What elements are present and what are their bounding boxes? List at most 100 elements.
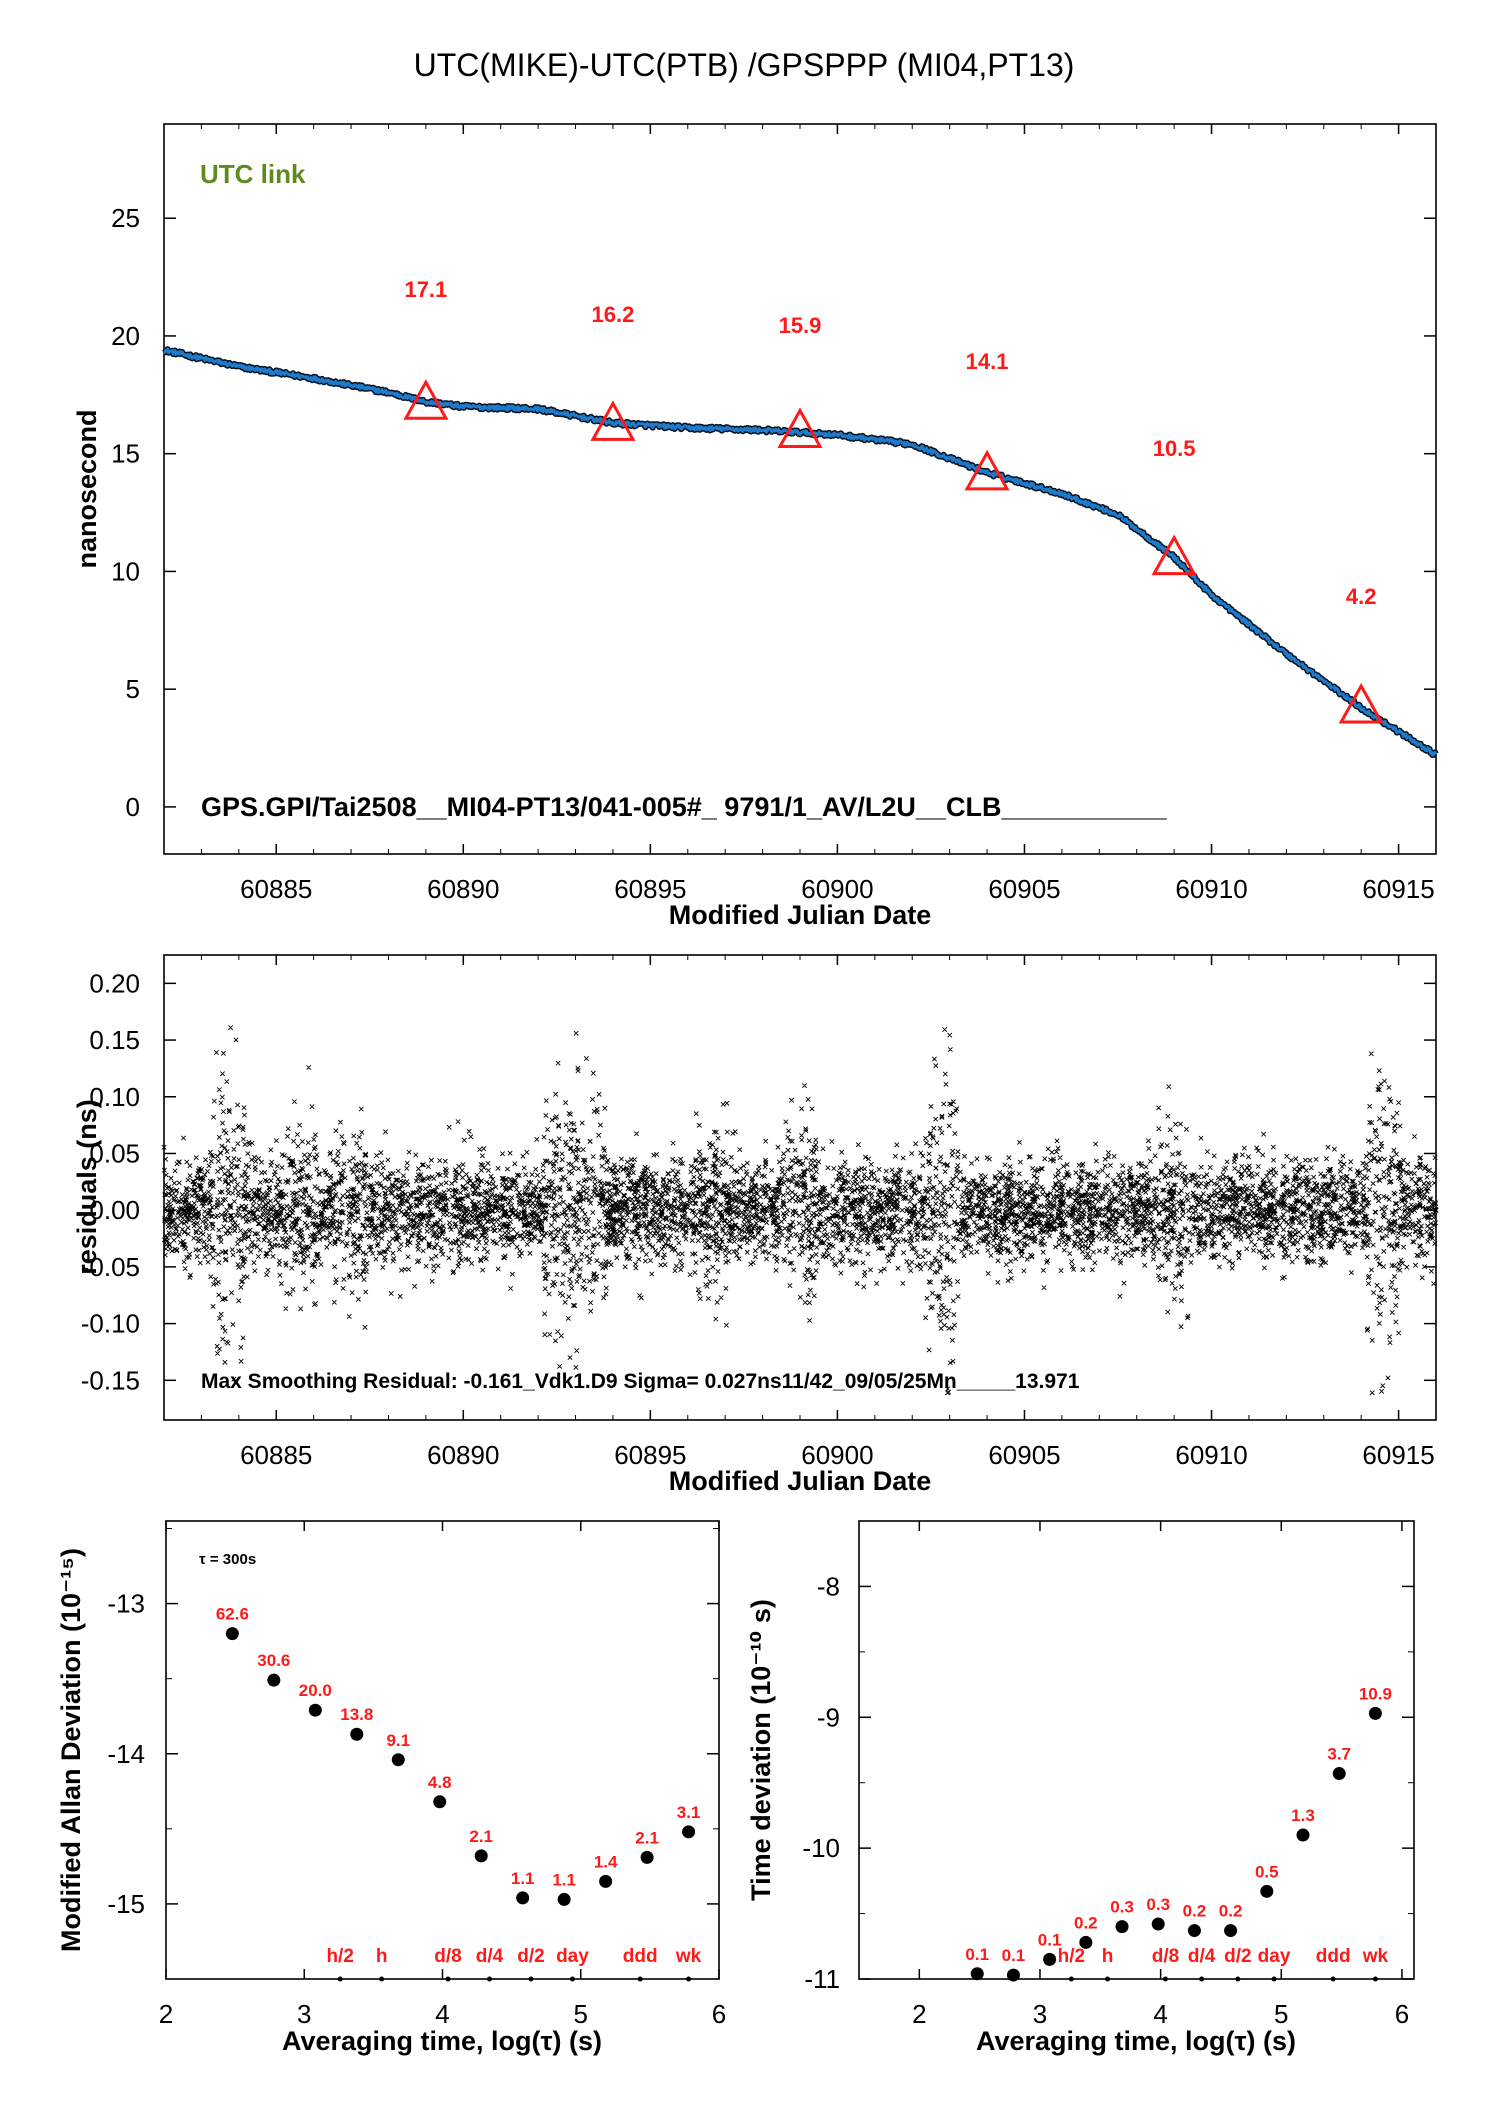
mdev-point [599,1874,613,1888]
mdev-frame [165,1520,720,1980]
mdev-point [267,1673,281,1687]
mdev-panel: 2 3 4 5 6 -13 -14 -15 62.6 30.6 20.0 13.8 9.1 4.8 2.1 1… [107,1521,726,2029]
tdev-point-label: 10.9 [1359,1684,1392,1703]
y-tick-label: 25 [111,203,140,233]
x-tick-label: 60885 [240,874,312,904]
tdev-point [1079,1935,1093,1949]
x-tick-label: 60895 [614,1440,686,1470]
tdev-x-axis-label: Averaging time, log(τ) (s) [976,2026,1296,2056]
time-series-panel: 60885 60890 60895 60900 60905 60910 60915 0 5 10 1… [111,124,1439,904]
x-tick-label: 5 [574,1999,588,2029]
y-tick-label: 0.15 [89,1025,140,1055]
time-mark-dot [379,1976,385,1982]
mdev-point-label: 1.1 [552,1870,576,1889]
tdev-point-label: 0.2 [1074,1913,1098,1932]
time-mark-label: d/8 [434,1946,461,1967]
mdev-point [682,1825,696,1839]
x-tick-label: 4 [1153,1999,1167,2029]
y-tick-label: 0.00 [89,1195,140,1225]
x-tick-label: 60895 [614,874,686,904]
tdev-point [1368,1706,1382,1720]
y-tick-label: -0.15 [81,1365,140,1395]
x-tick-label: 60905 [988,874,1060,904]
marker-value-label: 17.1 [404,277,447,302]
time-mark-label: d/4 [1188,1946,1216,1967]
tdev-point-label: 0.1 [1002,1946,1026,1965]
series-line [163,347,1438,757]
x-tick-label: 60915 [1362,874,1434,904]
mdev-point [516,1891,530,1905]
tdev-point-label: 0.3 [1110,1898,1134,1917]
mdev-y-axis-label: Modified Allan Deviation (10⁻¹⁵) [56,1548,86,1952]
time-mark-dot [637,1976,643,1982]
mdev-point-label: 1.1 [511,1869,535,1888]
y-tick-label: 0.10 [89,1082,140,1112]
time-mark-dot [487,1976,493,1982]
x-tick-label: 60910 [1175,874,1247,904]
tdev-point-label: 0.1 [965,1945,989,1964]
triangle-marker [1151,534,1197,576]
time-series-frame [163,123,1437,855]
mdev-point [350,1727,364,1741]
mdev-point-label: 30.6 [257,1651,290,1670]
x-tick-label: 2 [912,1999,926,2029]
mdev-point-label: 9.1 [386,1731,410,1750]
tdev-point-label: 0.2 [1219,1902,1243,1921]
utc-link-label: UTC link [200,159,306,189]
x-tick-label: 60900 [801,874,873,904]
triangle-marker [590,400,636,441]
residuals-panel: 60885 60890 60895 60900 60905 60910 60915 0.20 0… [81,955,1439,1470]
tdev-frame [858,1520,1415,1980]
mdev-point-label: 20.0 [299,1681,332,1700]
y-tick-label: -0.10 [81,1309,140,1339]
mdev-point [391,1753,405,1767]
tdev-point-label: 3.7 [1327,1745,1351,1764]
time-mark-label: h/2 [1058,1946,1085,1967]
x-tick-label: 60890 [427,874,499,904]
y-tick-label: -14 [107,1739,145,1769]
marker-value-label: 4.2 [1346,584,1377,609]
y-tick-label: 15 [111,439,140,469]
mdev-point [474,1849,488,1863]
mdev-point [308,1703,322,1717]
time-mark-dot [1271,1976,1277,1982]
time-mark-label: d/4 [476,1946,504,1967]
time-mark-label: day [1258,1946,1291,1967]
y-tick-label: -8 [817,1571,840,1601]
y-tick-label: 10 [111,556,140,586]
time-series-x-axis-label: Modified Julian Date [669,900,932,930]
time-mark-label: d/2 [1224,1946,1251,1967]
tdev-panel: 2 3 4 5 6 -8 -9 -10 -11 0.1 0.1 0.1 0.2 0.3 0.3 0.2 0.2 0… [802,1520,1414,2029]
time-mark-label: wk [1362,1946,1389,1967]
tdev-point [1260,1884,1274,1898]
mdev-point [557,1892,571,1906]
x-tick-label: 60885 [240,1440,312,1470]
time-mark-label: h [1102,1946,1114,1967]
marker-value-label: 14.1 [966,349,1009,374]
tau-note: τ = 300s [199,1551,256,1568]
time-mark-dot [1105,1976,1111,1982]
triangle-marker [1338,682,1384,724]
x-tick-label: 2 [159,1999,173,2029]
time-mark-label: day [556,1946,589,1967]
tdev-point [1187,1924,1201,1938]
time-series-y-axis-label: nanosecond [72,409,102,568]
y-tick-label: 5 [126,674,140,704]
y-tick-label: -0.05 [81,1252,140,1282]
time-mark-dot [1372,1976,1378,1982]
tdev-point-label: 0.1 [1038,1930,1062,1949]
time-mark-dot [1162,1976,1168,1982]
tdev-point [1224,1924,1238,1938]
time-mark-dot [445,1976,451,1982]
time-mark-label: h/2 [326,1946,353,1967]
time-mark-dot [1068,1976,1074,1982]
residual-points [161,1025,1439,1396]
time-mark-label: ddd [1316,1946,1351,1967]
x-tick-label: 60915 [1362,1440,1434,1470]
figure-title: UTC(MIKE)-UTC(PTB) /GPSPPP (MI04,PT13) [414,47,1075,83]
time-mark-label: d/2 [517,1946,544,1967]
time-mark-dot [337,1976,343,1982]
tdev-point-label: 0.2 [1183,1902,1207,1921]
x-tick-label: 6 [712,1999,726,2029]
time-mark-dot [569,1976,575,1982]
